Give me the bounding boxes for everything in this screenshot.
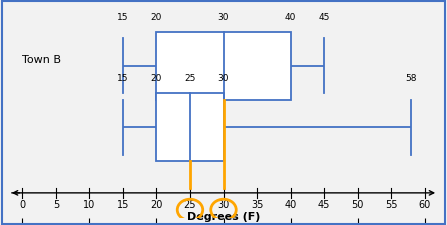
Text: 45: 45 (318, 13, 330, 22)
Text: 30: 30 (217, 200, 230, 210)
Text: 35: 35 (251, 200, 263, 210)
Text: 55: 55 (385, 200, 397, 210)
Text: Town B: Town B (22, 55, 61, 65)
Text: 15: 15 (117, 13, 129, 22)
Text: 40: 40 (285, 13, 296, 22)
Text: 58: 58 (405, 74, 417, 83)
Bar (156, 93, 224, 161)
Text: Degrees (F): Degrees (F) (187, 212, 260, 222)
Text: 30: 30 (218, 13, 229, 22)
Text: 45: 45 (318, 200, 330, 210)
Text: 25: 25 (184, 200, 196, 210)
Text: 15: 15 (117, 74, 129, 83)
Text: 20: 20 (150, 200, 163, 210)
Text: 0: 0 (19, 200, 25, 210)
Text: 50: 50 (351, 200, 364, 210)
Text: 10: 10 (83, 200, 96, 210)
Text: Town A: Town A (22, 0, 61, 4)
Text: 40: 40 (284, 200, 297, 210)
Text: 25: 25 (184, 74, 196, 83)
Text: 20: 20 (151, 74, 162, 83)
Text: 60: 60 (418, 200, 431, 210)
Text: 20: 20 (151, 13, 162, 22)
Bar (156, 32, 291, 100)
Text: 30: 30 (218, 74, 229, 83)
Text: 15: 15 (117, 200, 129, 210)
Text: 5: 5 (53, 200, 59, 210)
